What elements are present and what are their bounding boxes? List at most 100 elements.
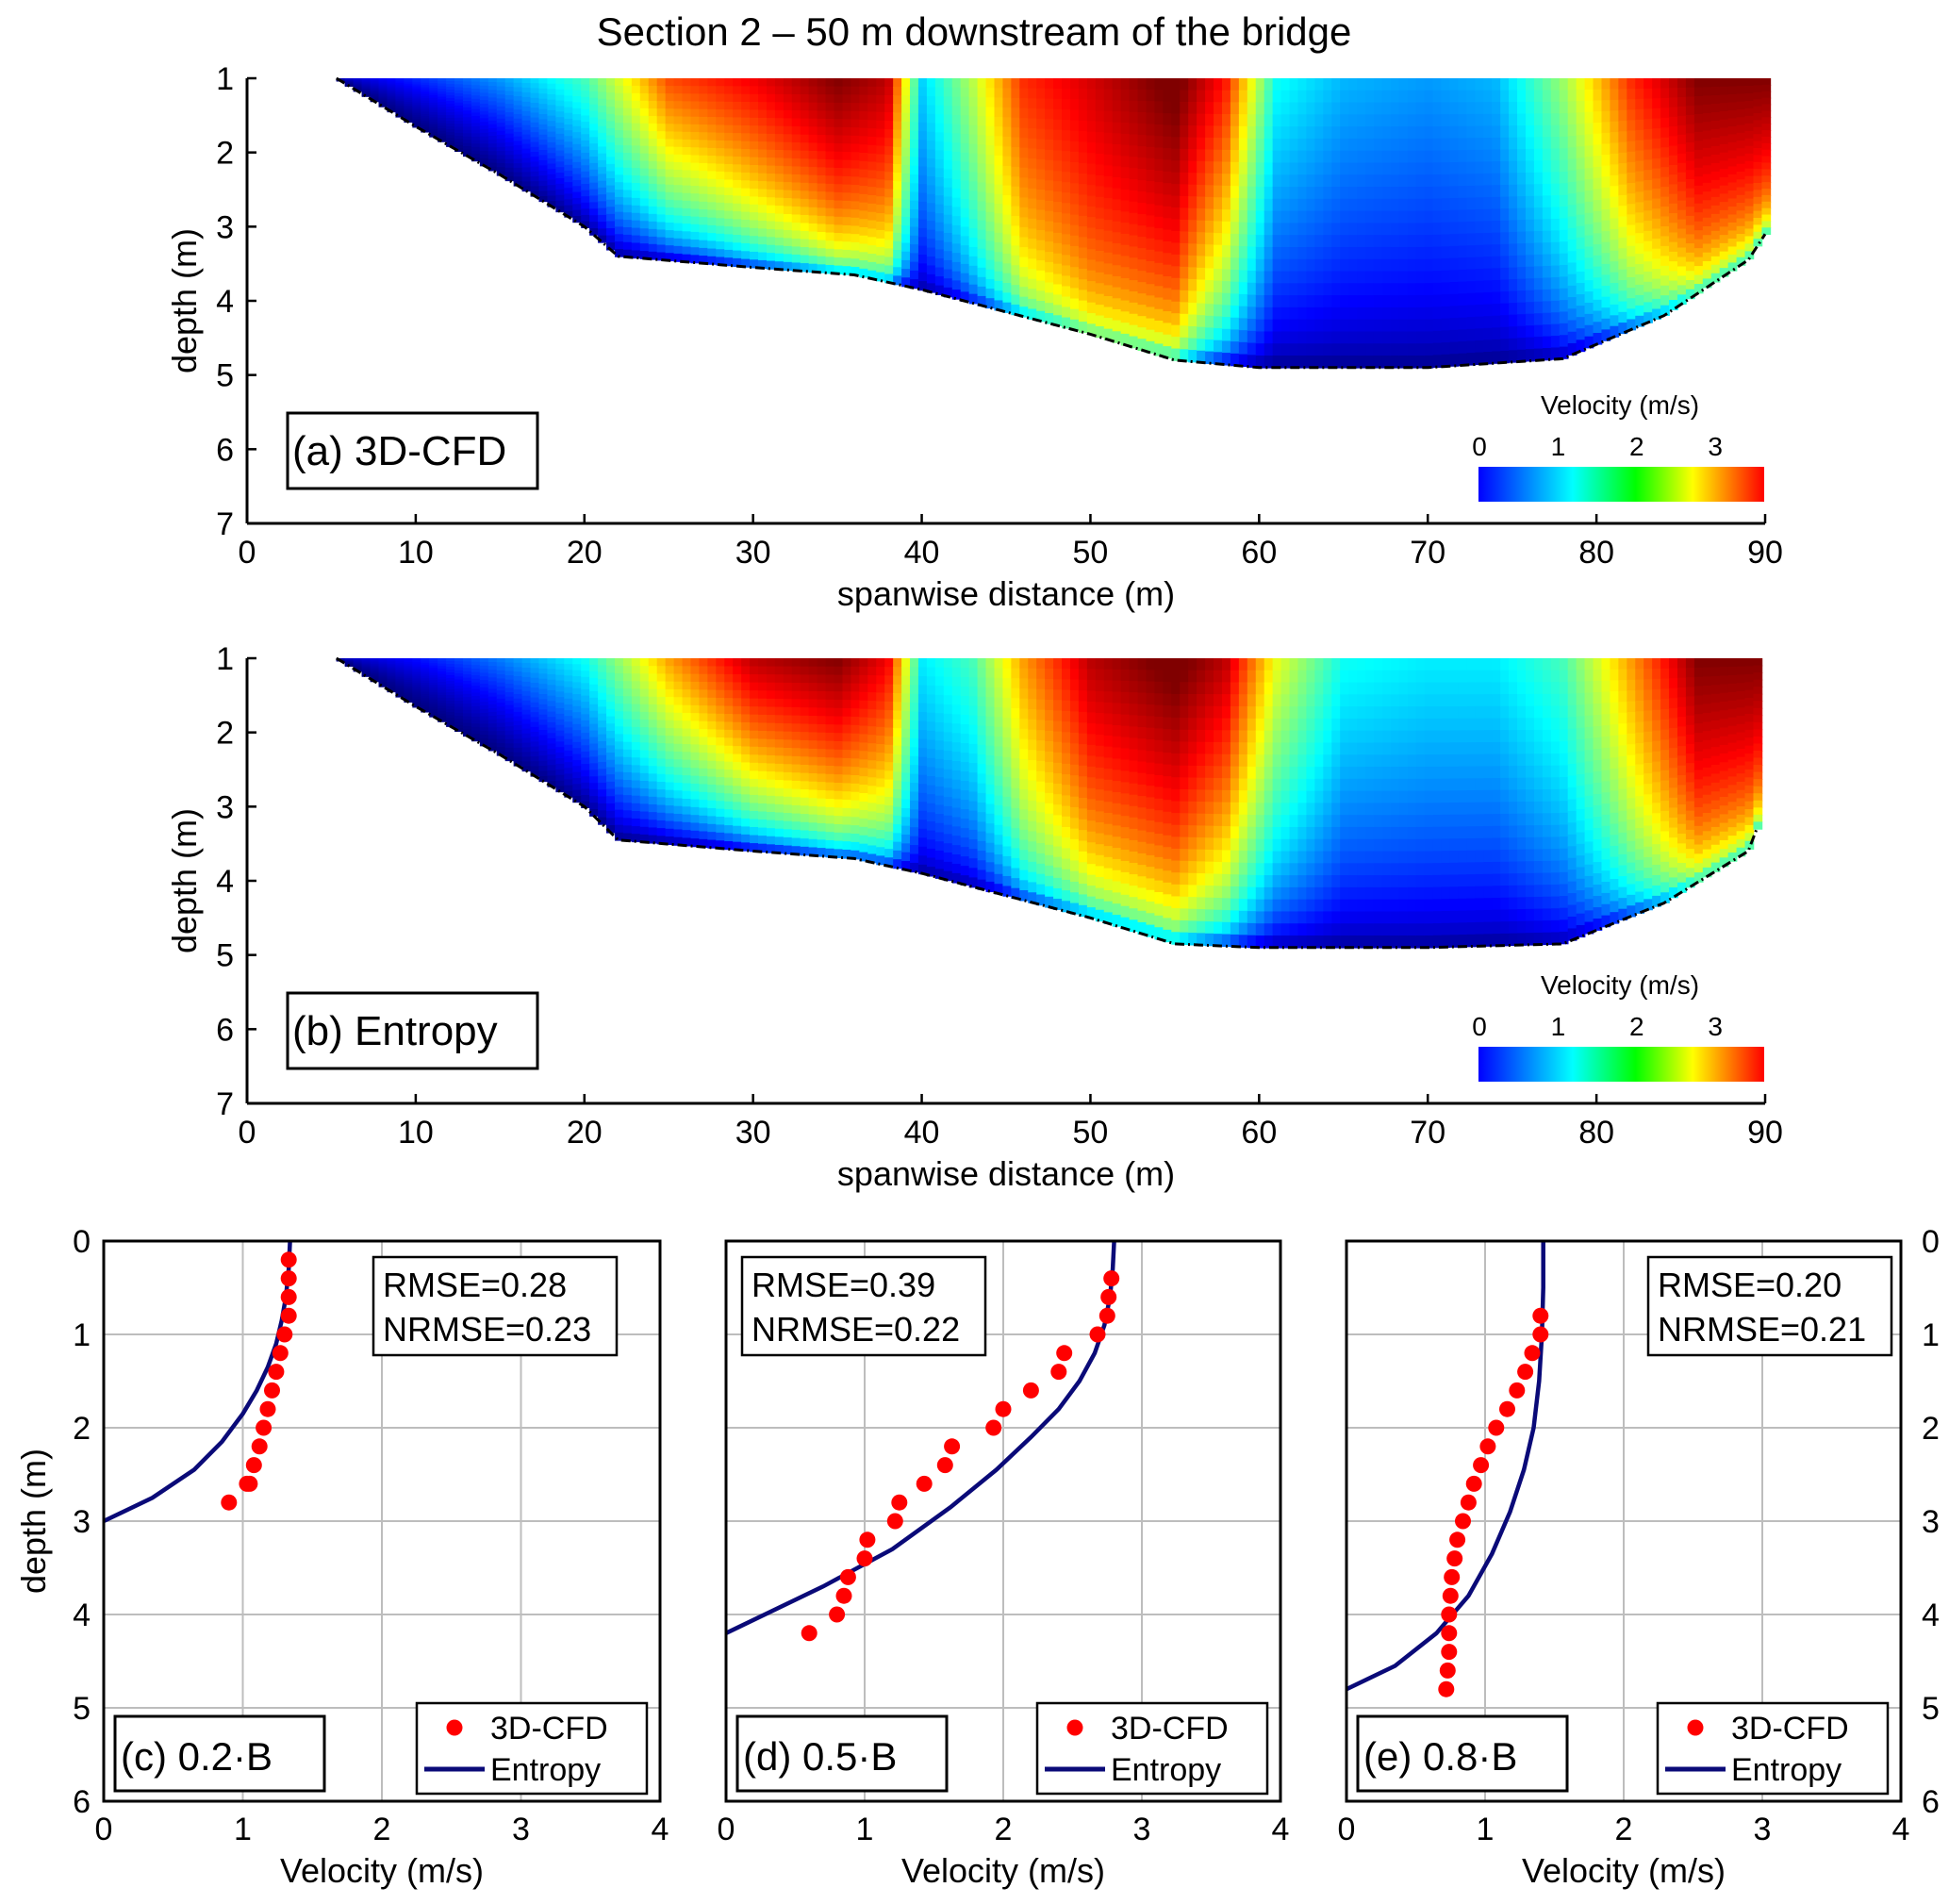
contour-cell bbox=[487, 711, 498, 717]
contour-cell bbox=[910, 113, 919, 124]
contour-cell bbox=[395, 677, 405, 680]
contour-cell bbox=[438, 128, 447, 132]
contour-cell bbox=[1171, 113, 1181, 126]
contour-cell bbox=[454, 81, 464, 86]
contour-cell bbox=[513, 711, 523, 718]
contour-cell bbox=[614, 658, 624, 667]
contour-cell bbox=[1323, 102, 1333, 116]
contour-cell bbox=[530, 712, 540, 719]
contour-cell bbox=[387, 659, 397, 662]
contour-cell bbox=[1727, 118, 1738, 127]
contour-cell bbox=[977, 257, 987, 269]
contour-cell bbox=[1340, 223, 1349, 236]
contour-cell bbox=[361, 663, 372, 666]
contour-cell bbox=[572, 718, 582, 725]
contour-cell bbox=[504, 662, 515, 668]
contour-cell bbox=[901, 207, 911, 218]
contour-cell bbox=[1086, 109, 1097, 123]
contour-cell bbox=[750, 243, 759, 253]
contour-cell bbox=[1053, 88, 1063, 100]
contour-cell bbox=[387, 658, 397, 661]
contour-cell bbox=[985, 174, 996, 185]
contour-cell bbox=[564, 733, 574, 740]
contour-cell bbox=[926, 283, 936, 293]
contour-cell bbox=[1407, 271, 1417, 285]
contour-cell bbox=[1601, 176, 1611, 189]
contour-cell bbox=[1289, 258, 1299, 273]
contour-cell bbox=[1255, 126, 1265, 140]
contour-cell bbox=[572, 705, 582, 713]
contour-cell bbox=[378, 100, 388, 103]
contour-cell bbox=[1340, 174, 1349, 188]
contour-cell bbox=[985, 231, 996, 242]
contour-cell bbox=[395, 99, 405, 102]
contour-cell bbox=[1214, 161, 1223, 174]
contour-cell bbox=[1078, 247, 1088, 259]
contour-cell bbox=[859, 144, 869, 154]
contour-cell bbox=[1221, 257, 1231, 271]
contour-cell bbox=[1576, 135, 1586, 148]
contour-cell bbox=[1163, 78, 1173, 91]
contour-cell bbox=[429, 134, 438, 138]
contour-cell bbox=[1618, 152, 1628, 164]
contour-cell bbox=[1137, 282, 1148, 294]
contour-cell bbox=[1525, 325, 1535, 339]
contour-cell bbox=[1652, 128, 1661, 140]
contour-cell bbox=[521, 752, 532, 758]
contour-cell bbox=[496, 666, 506, 671]
contour-cell bbox=[530, 707, 540, 714]
contour-cell bbox=[834, 257, 844, 267]
contour-cell bbox=[750, 157, 759, 166]
contour-cell bbox=[1525, 207, 1535, 221]
contour-cell bbox=[1103, 285, 1114, 297]
contour-cell bbox=[378, 86, 388, 89]
contour-cell bbox=[487, 685, 498, 690]
contour-cell bbox=[1466, 305, 1477, 318]
contour-cell bbox=[530, 732, 540, 738]
contour-cell bbox=[421, 660, 430, 664]
contour-cell bbox=[361, 95, 372, 97]
contour-cell bbox=[943, 241, 953, 253]
contour-cell bbox=[1112, 242, 1122, 256]
contour-cell bbox=[1483, 173, 1493, 187]
contour-cell bbox=[1373, 319, 1383, 333]
contour-cell bbox=[438, 700, 447, 704]
contour-cell bbox=[1255, 162, 1265, 176]
contour-cell bbox=[395, 685, 405, 688]
contour-cell bbox=[1559, 335, 1569, 348]
contour-cell bbox=[530, 721, 540, 728]
contour-cell bbox=[1069, 78, 1080, 90]
contour-cell bbox=[1272, 162, 1282, 176]
contour-cell bbox=[479, 665, 489, 671]
contour-cell bbox=[395, 659, 405, 663]
contour-cell bbox=[370, 666, 380, 668]
contour-cell bbox=[1676, 96, 1687, 108]
contour-cell bbox=[1221, 269, 1231, 282]
contour-cell bbox=[1053, 160, 1063, 173]
contour-cell bbox=[1323, 343, 1333, 356]
contour-cell bbox=[496, 118, 506, 124]
contour-cell bbox=[1365, 258, 1375, 273]
contour-cell bbox=[842, 86, 852, 96]
contour-cell bbox=[530, 117, 540, 124]
contour-cell bbox=[1390, 223, 1400, 236]
contour-cell bbox=[774, 109, 785, 120]
contour-cell bbox=[446, 121, 455, 124]
contour-cell bbox=[1154, 216, 1164, 229]
contour-cell bbox=[1348, 235, 1358, 248]
contour-cell bbox=[1761, 104, 1772, 112]
contour-cell bbox=[1095, 164, 1105, 176]
contour-cell bbox=[1500, 102, 1510, 115]
contour-cell bbox=[1103, 165, 1114, 177]
contour-cell bbox=[1635, 160, 1644, 173]
contour-cell bbox=[707, 186, 718, 195]
contour-cell bbox=[1180, 219, 1189, 233]
contour-cell bbox=[521, 124, 532, 131]
contour-cell bbox=[1693, 149, 1704, 160]
contour-cell bbox=[800, 110, 810, 120]
contour-cell bbox=[446, 124, 455, 127]
contour-cell bbox=[1567, 147, 1577, 160]
contour-cell bbox=[1550, 101, 1561, 115]
contour-cell bbox=[1610, 132, 1620, 144]
contour-cell bbox=[344, 665, 355, 667]
